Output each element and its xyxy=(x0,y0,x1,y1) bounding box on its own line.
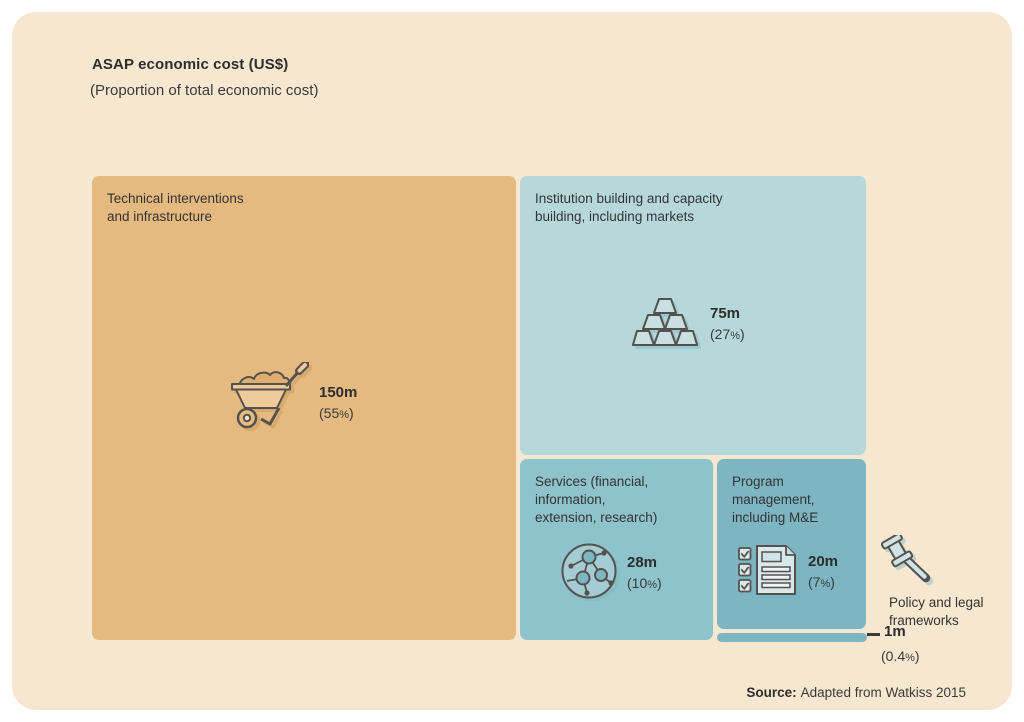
treemap-block-policy-frameworks xyxy=(717,633,867,642)
treemap-block-program-management: Program management, including M&E xyxy=(717,459,866,629)
segment-label: Policy and legal frameworks xyxy=(889,594,984,630)
segment-label-line: extension, research) xyxy=(535,510,658,525)
segment-percentage: (0.4%) xyxy=(881,648,920,664)
segment-label: Services (financial, information, extens… xyxy=(535,473,657,527)
source-note: Source: Adapted from Watkiss 2015 xyxy=(746,685,966,700)
segment-value: 1m xyxy=(884,623,906,640)
segment-value-group: 75m (27%) xyxy=(710,305,745,342)
source-text: Adapted from Watkiss 2015 xyxy=(800,685,966,700)
segment-label-line: Services (financial, xyxy=(535,474,649,489)
segment-value-cluster: 20m (7%) xyxy=(737,543,838,602)
chart-subtitle: (Proportion of total economic cost) xyxy=(90,82,319,99)
segment-value: 75m xyxy=(710,305,741,322)
segment-label-line: and infrastructure xyxy=(107,209,213,224)
segment-value-group: 150m (55%) xyxy=(319,384,357,421)
segment-label: Program management, including M&E xyxy=(732,473,818,527)
checklist-document-icon xyxy=(737,543,801,602)
segment-value-group: 20m (7%) xyxy=(808,553,838,590)
segment-percentage: (7%) xyxy=(808,574,835,590)
chart-panel: ASAP economic cost (US$) (Proportion of … xyxy=(12,12,1012,710)
leader-dash xyxy=(867,633,880,636)
segment-label-line: management, xyxy=(732,492,815,507)
segment-label-line: Policy and legal xyxy=(889,595,984,610)
segment-value-group: 28m (10%) xyxy=(627,554,662,591)
gold-bars-icon xyxy=(631,296,699,355)
source-label: Source: xyxy=(746,685,797,700)
gavel-icon xyxy=(880,532,933,588)
segment-label-line: building, including markets xyxy=(535,209,695,224)
segment-value-cluster: 150m (55%) xyxy=(223,360,357,435)
treemap-block-services: Services (financial, information, extens… xyxy=(520,459,713,640)
segment-value-cluster: 28m (10%) xyxy=(559,541,662,606)
segment-value: 150m xyxy=(319,384,358,401)
treemap-block-technical-interventions: Technical interventions and infrastructu… xyxy=(92,176,516,640)
segment-percentage: (27%) xyxy=(710,326,745,342)
segment-label: Institution building and capacity buildi… xyxy=(535,190,723,226)
treemap-block-institution-building: Institution building and capacity buildi… xyxy=(520,176,866,455)
segment-label-line: Program xyxy=(732,474,784,489)
segment-value: 20m xyxy=(808,553,839,570)
chart-title: ASAP economic cost (US$) xyxy=(92,56,289,73)
wheelbarrow-icon xyxy=(223,360,310,435)
segment-label: Technical interventions and infrastructu… xyxy=(107,190,244,226)
network-globe-icon xyxy=(559,541,619,606)
segment-label-line: Technical interventions xyxy=(107,191,244,206)
segment-value: 28m xyxy=(627,554,658,571)
segment-label-line: including M&E xyxy=(732,510,819,525)
segment-value-cluster: 75m (27%) xyxy=(631,296,745,355)
segment-percentage: (10%) xyxy=(627,575,662,591)
segment-label-line: Institution building and capacity xyxy=(535,191,723,206)
segment-percentage: (55%) xyxy=(319,405,354,421)
segment-label-line: frameworks xyxy=(889,613,959,628)
segment-label-line: information, xyxy=(535,492,606,507)
